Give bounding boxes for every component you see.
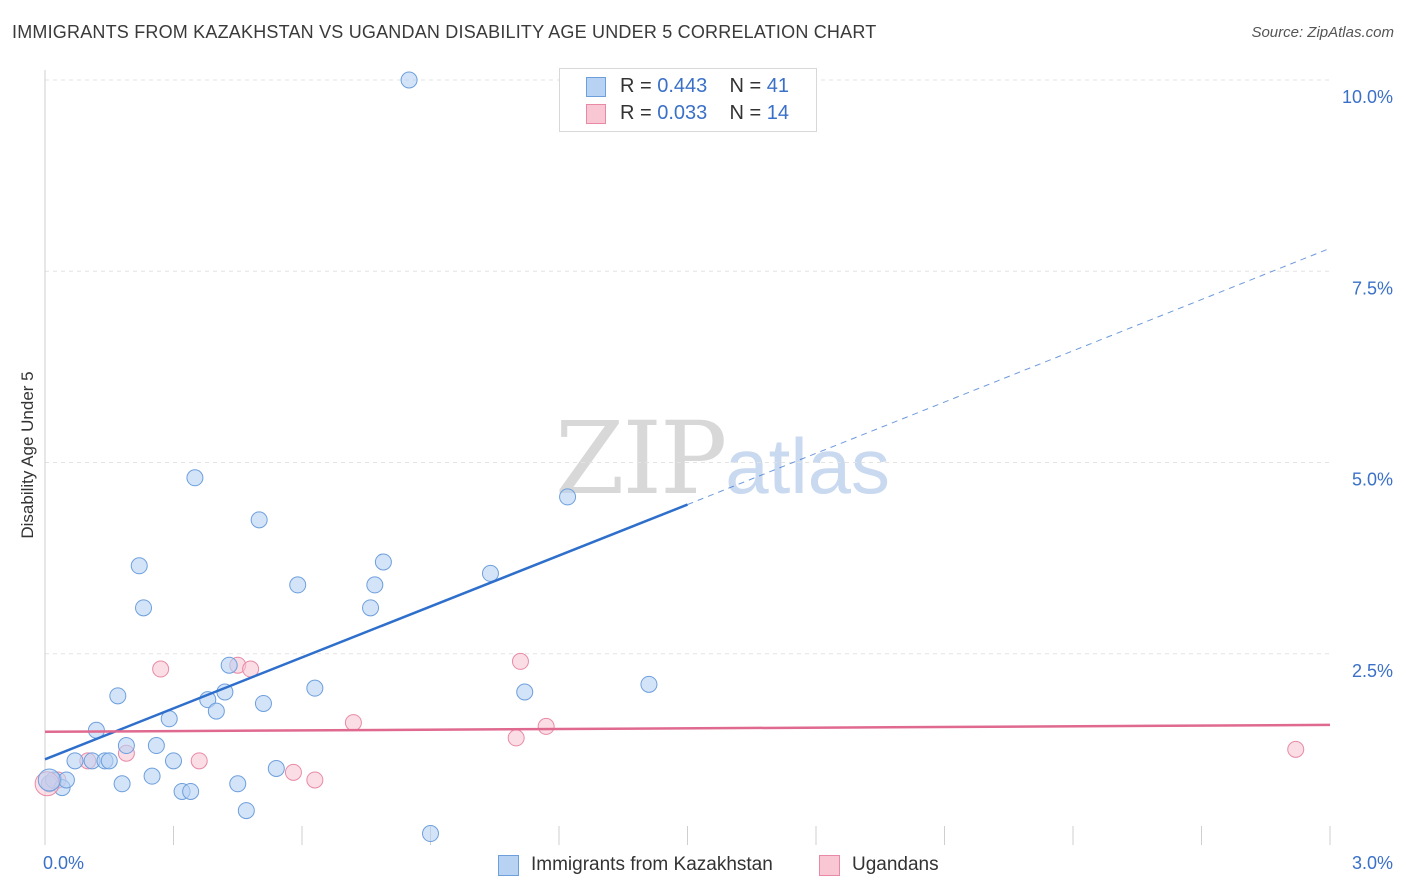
n-value: 41 [766,74,790,97]
kazakhstan-point [117,737,135,755]
ugandans-point [306,771,324,789]
kazakhstan-point [66,752,84,770]
ugandans-point [511,652,529,670]
r-label: R = [620,101,658,124]
kazakhstan-point [165,752,182,770]
watermark-zip: ZIP [555,400,727,517]
x-tick-label: 0.0% [43,853,84,873]
kazakhstan-point [113,775,131,793]
kazakhstan-point [481,564,499,582]
ugandans-point [507,729,525,747]
kazakhstan-point [182,782,200,800]
kazakhstan-point [559,488,577,506]
x-tick-label: 3.0% [1352,853,1393,873]
kazakhstan-point [135,599,153,617]
y-tick-label: 10.0% [1342,87,1393,107]
ugandans-swatch [586,104,606,124]
kazakhstan-point [250,511,268,529]
kazakhstan-trendline [44,503,688,761]
y-tick-label: 5.0% [1352,470,1393,490]
kazakhstan-point [186,469,204,487]
kazakhstan-point [147,737,165,755]
ugandans-legend-swatch [819,854,840,876]
kazakhstan-point [267,760,285,777]
legend-item-kazakhstan[interactable]: Immigrants from Kazakhstan [498,852,773,878]
legend-row-kazakhstan: R = 0.443 N = 41 [586,73,790,99]
n-label: N = [729,101,767,124]
kazakhstan-legend-swatch [498,854,519,876]
ugandans-point [152,660,170,678]
kazakhstan-point [57,771,75,789]
kazakhstan-point [374,553,392,571]
source-label: Source: ZipAtlas.com [1251,24,1394,41]
legend-item-ugandans[interactable]: Ugandans [819,852,939,878]
ugandans-point [344,714,362,732]
ugandans-point [190,752,208,770]
kazakhstan-point [289,576,307,594]
y-tick-label: 7.5% [1352,278,1393,298]
legend-label-kazakhstan: Immigrants from Kazakhstan [531,854,773,875]
watermark: ZIPatlas [555,400,890,517]
kazakhstan-point [109,687,127,705]
r-value: 0.443 [657,74,708,97]
kazakhstan-point [143,767,161,785]
kazakhstan-point [400,71,418,89]
correlation-legend: R = 0.443 N = 41 R = 0.033 N = 14 [559,68,817,132]
kazakhstan-point [306,679,324,697]
kazakhstan-point [37,768,61,792]
kazakhstan-point [229,775,247,793]
ugandans-point [284,763,302,781]
kazakhstan-point [220,656,238,674]
r-value: 0.033 [657,101,708,124]
kazakhstan-point [130,557,148,575]
series-legend: Immigrants from Kazakhstan Ugandans [0,852,1406,878]
kazakhstan-point [207,702,225,720]
legend-label-ugandans: Ugandans [852,854,939,875]
legend-row-ugandans: R = 0.033 N = 14 [586,100,790,126]
y-tick-label: 2.5% [1352,661,1393,681]
ugandans-trendline [44,723,1331,734]
kazakhstan-point [640,675,658,693]
kazakhstan-trendline-extension [687,247,1331,506]
ugandans-point [1287,740,1305,758]
r-label: R = [620,74,658,97]
watermark-atlas: atlas [725,422,891,510]
kazakhstan-point [254,694,272,712]
kazakhstan-point [516,683,534,701]
n-value: 14 [766,101,790,124]
kazakhstan-point [100,752,118,770]
kazakhstan-point [422,825,439,843]
n-label: N = [729,74,767,97]
kazakhstan-point [366,576,384,594]
chart-title: IMMIGRANTS FROM KAZAKHSTAN VS UGANDAN DI… [12,22,877,42]
kazakhstan-point [237,802,255,820]
kazakhstan-point [362,599,380,617]
kazakhstan-swatch [586,77,606,97]
ugandans-point [537,717,555,735]
